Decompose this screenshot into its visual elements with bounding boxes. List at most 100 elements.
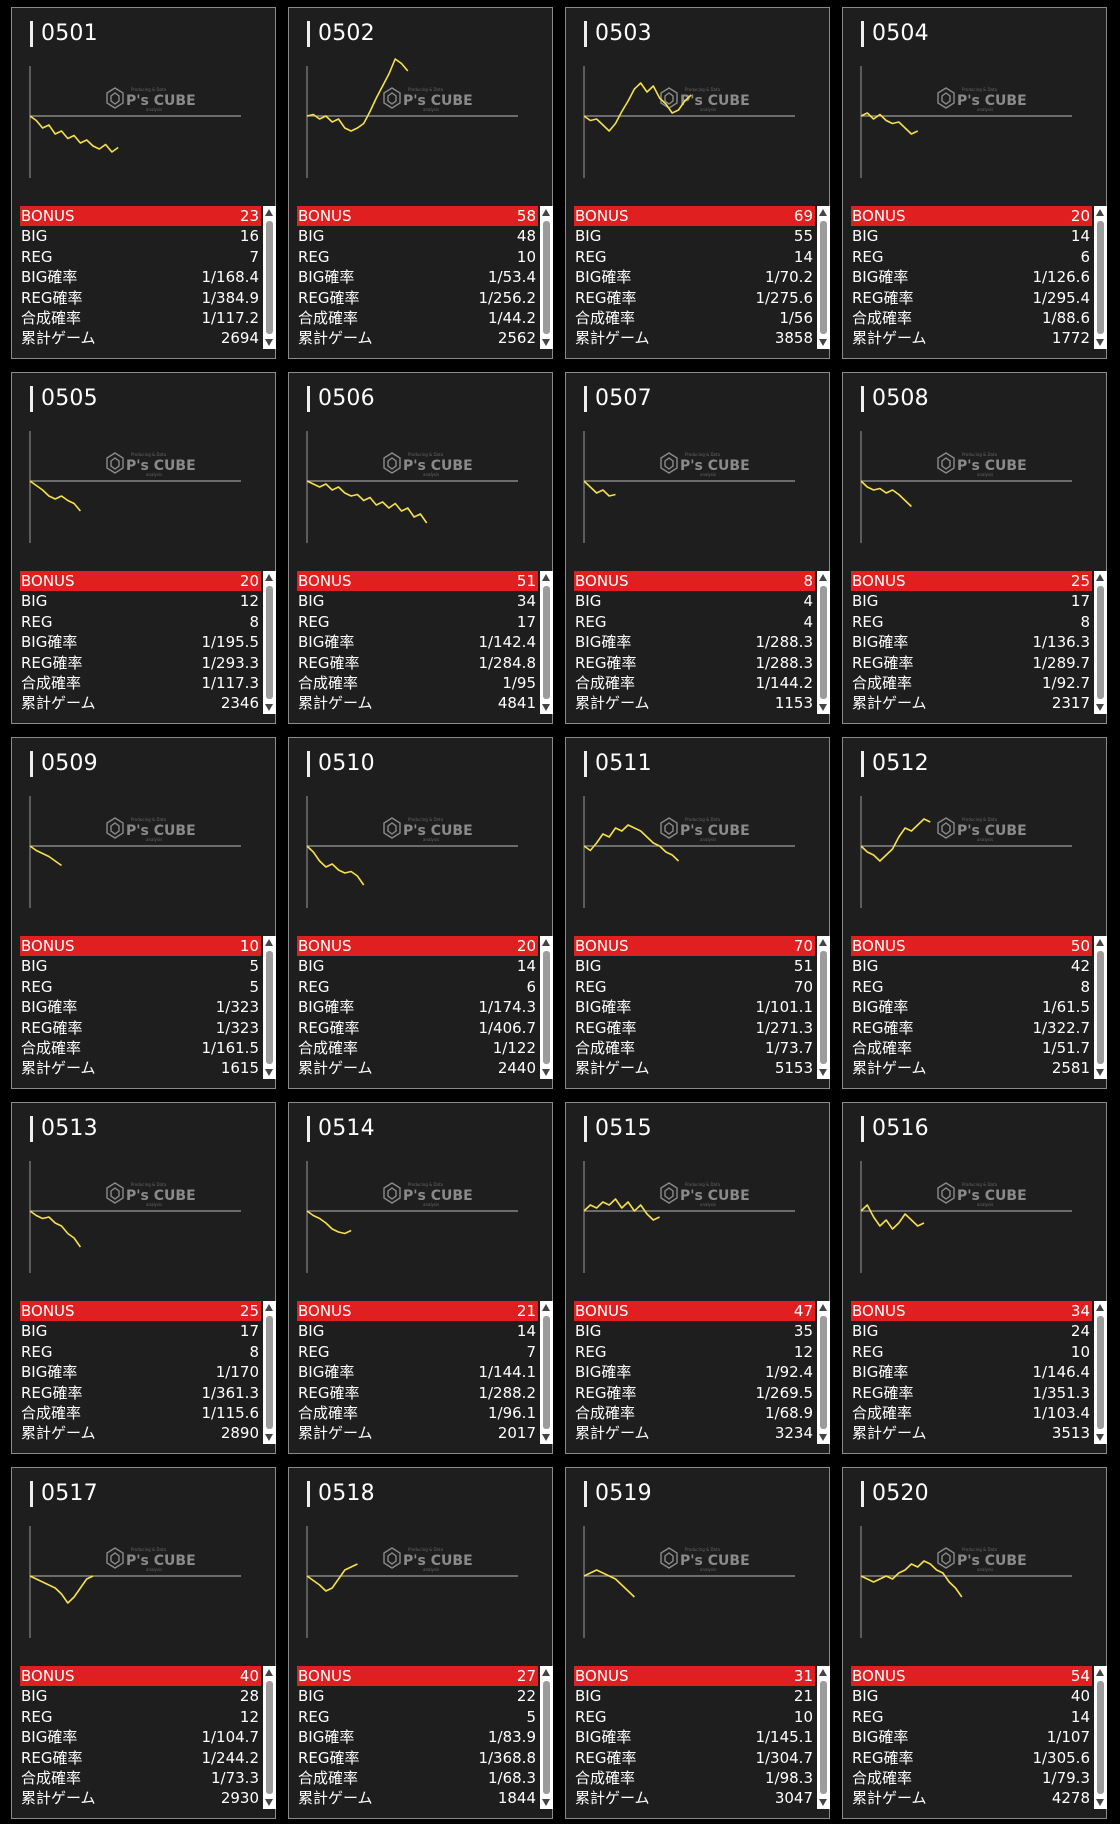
- scroll-up-arrow-icon[interactable]: [1096, 1669, 1104, 1676]
- scroll-down-arrow-icon[interactable]: [1096, 704, 1104, 711]
- scroll-down-arrow-icon[interactable]: [1096, 1799, 1104, 1806]
- scrollbar-thumb[interactable]: [820, 1316, 827, 1429]
- scroll-up-arrow-icon[interactable]: [542, 574, 550, 581]
- scroll-up-arrow-icon[interactable]: [265, 574, 273, 581]
- stats-scrollbar[interactable]: [817, 571, 830, 714]
- stats-scrollbar[interactable]: [1094, 1666, 1107, 1809]
- stats-scrollbar[interactable]: [1094, 1301, 1107, 1444]
- scroll-down-arrow-icon[interactable]: [819, 1069, 827, 1076]
- stats-scrollbar[interactable]: [817, 1301, 830, 1444]
- scrollbar-thumb[interactable]: [543, 1681, 550, 1794]
- scrollbar-thumb[interactable]: [1097, 586, 1104, 699]
- scroll-down-arrow-icon[interactable]: [265, 1069, 273, 1076]
- scroll-down-arrow-icon[interactable]: [542, 704, 550, 711]
- scroll-up-arrow-icon[interactable]: [1096, 209, 1104, 216]
- machine-card-0504[interactable]: 0504 P's CUBE Producing & Data analysis …: [842, 7, 1107, 359]
- scroll-down-arrow-icon[interactable]: [265, 704, 273, 711]
- scrollbar-thumb[interactable]: [266, 1316, 273, 1429]
- scroll-down-arrow-icon[interactable]: [819, 1434, 827, 1441]
- stats-scrollbar[interactable]: [263, 936, 276, 1079]
- scrollbar-thumb[interactable]: [1097, 951, 1104, 1064]
- stats-scrollbar[interactable]: [263, 1666, 276, 1809]
- machine-card-0510[interactable]: 0510 P's CUBE Producing & Data analysis …: [288, 737, 553, 1089]
- scroll-up-arrow-icon[interactable]: [265, 209, 273, 216]
- stats-scrollbar[interactable]: [817, 206, 830, 349]
- scroll-down-arrow-icon[interactable]: [542, 1434, 550, 1441]
- machine-card-0506[interactable]: 0506 P's CUBE Producing & Data analysis …: [288, 372, 553, 724]
- scrollbar-thumb[interactable]: [1097, 1681, 1104, 1794]
- stats-scrollbar[interactable]: [1094, 206, 1107, 349]
- scrollbar-thumb[interactable]: [820, 221, 827, 334]
- scrollbar-thumb[interactable]: [543, 951, 550, 1064]
- machine-card-0502[interactable]: 0502 P's CUBE Producing & Data analysis …: [288, 7, 553, 359]
- scrollbar-thumb[interactable]: [820, 951, 827, 1064]
- machine-card-0503[interactable]: 0503 P's CUBE Producing & Data analysis …: [565, 7, 830, 359]
- machine-card-0518[interactable]: 0518 P's CUBE Producing & Data analysis …: [288, 1467, 553, 1819]
- scroll-up-arrow-icon[interactable]: [542, 209, 550, 216]
- stats-scrollbar[interactable]: [817, 936, 830, 1079]
- stats-scrollbar[interactable]: [540, 206, 553, 349]
- stats-scrollbar[interactable]: [1094, 936, 1107, 1079]
- stats-scrollbar[interactable]: [540, 1666, 553, 1809]
- scroll-down-arrow-icon[interactable]: [1096, 1069, 1104, 1076]
- scroll-up-arrow-icon[interactable]: [819, 939, 827, 946]
- scrollbar-thumb[interactable]: [266, 586, 273, 699]
- machine-card-0501[interactable]: 0501 P's CUBE Producing & Data analysis …: [11, 7, 276, 359]
- scroll-up-arrow-icon[interactable]: [542, 939, 550, 946]
- scroll-up-arrow-icon[interactable]: [819, 1669, 827, 1676]
- stats-scrollbar[interactable]: [263, 571, 276, 714]
- scrollbar-thumb[interactable]: [1097, 1316, 1104, 1429]
- machine-card-0507[interactable]: 0507 P's CUBE Producing & Data analysis …: [565, 372, 830, 724]
- stats-scrollbar[interactable]: [540, 571, 553, 714]
- scroll-up-arrow-icon[interactable]: [265, 1304, 273, 1311]
- scroll-down-arrow-icon[interactable]: [265, 1434, 273, 1441]
- machine-card-0519[interactable]: 0519 P's CUBE Producing & Data analysis …: [565, 1467, 830, 1819]
- stats-scrollbar[interactable]: [1094, 571, 1107, 714]
- machine-card-0505[interactable]: 0505 P's CUBE Producing & Data analysis …: [11, 372, 276, 724]
- scroll-down-arrow-icon[interactable]: [1096, 1434, 1104, 1441]
- stats-scrollbar[interactable]: [540, 1301, 553, 1444]
- stats-scrollbar[interactable]: [817, 1666, 830, 1809]
- scrollbar-thumb[interactable]: [266, 951, 273, 1064]
- scroll-up-arrow-icon[interactable]: [1096, 939, 1104, 946]
- scroll-down-arrow-icon[interactable]: [542, 339, 550, 346]
- scrollbar-thumb[interactable]: [543, 221, 550, 334]
- machine-card-0515[interactable]: 0515 P's CUBE Producing & Data analysis …: [565, 1102, 830, 1454]
- scroll-down-arrow-icon[interactable]: [542, 1069, 550, 1076]
- scrollbar-thumb[interactable]: [266, 1681, 273, 1794]
- scroll-down-arrow-icon[interactable]: [265, 1799, 273, 1806]
- scroll-up-arrow-icon[interactable]: [265, 939, 273, 946]
- scroll-up-arrow-icon[interactable]: [1096, 1304, 1104, 1311]
- scroll-down-arrow-icon[interactable]: [819, 1799, 827, 1806]
- machine-card-0511[interactable]: 0511 P's CUBE Producing & Data analysis …: [565, 737, 830, 1089]
- scroll-down-arrow-icon[interactable]: [819, 704, 827, 711]
- scrollbar-thumb[interactable]: [543, 586, 550, 699]
- stats-scrollbar[interactable]: [263, 1301, 276, 1444]
- machine-card-0513[interactable]: 0513 P's CUBE Producing & Data analysis …: [11, 1102, 276, 1454]
- scroll-down-arrow-icon[interactable]: [542, 1799, 550, 1806]
- machine-card-0516[interactable]: 0516 P's CUBE Producing & Data analysis …: [842, 1102, 1107, 1454]
- scroll-down-arrow-icon[interactable]: [265, 339, 273, 346]
- machine-card-0509[interactable]: 0509 P's CUBE Producing & Data analysis …: [11, 737, 276, 1089]
- scroll-up-arrow-icon[interactable]: [265, 1669, 273, 1676]
- scroll-up-arrow-icon[interactable]: [819, 574, 827, 581]
- machine-card-0514[interactable]: 0514 P's CUBE Producing & Data analysis …: [288, 1102, 553, 1454]
- scrollbar-thumb[interactable]: [266, 221, 273, 334]
- stats-scrollbar[interactable]: [540, 936, 553, 1079]
- machine-card-0512[interactable]: 0512 P's CUBE Producing & Data analysis …: [842, 737, 1107, 1089]
- scrollbar-thumb[interactable]: [820, 1681, 827, 1794]
- machine-card-0520[interactable]: 0520 P's CUBE Producing & Data analysis …: [842, 1467, 1107, 1819]
- scrollbar-thumb[interactable]: [543, 1316, 550, 1429]
- machine-card-0508[interactable]: 0508 P's CUBE Producing & Data analysis …: [842, 372, 1107, 724]
- scroll-up-arrow-icon[interactable]: [819, 1304, 827, 1311]
- scroll-up-arrow-icon[interactable]: [1096, 574, 1104, 581]
- stats-scrollbar[interactable]: [263, 206, 276, 349]
- machine-card-0517[interactable]: 0517 P's CUBE Producing & Data analysis …: [11, 1467, 276, 1819]
- scroll-up-arrow-icon[interactable]: [542, 1669, 550, 1676]
- scroll-down-arrow-icon[interactable]: [1096, 339, 1104, 346]
- scroll-up-arrow-icon[interactable]: [819, 209, 827, 216]
- scroll-up-arrow-icon[interactable]: [542, 1304, 550, 1311]
- scrollbar-thumb[interactable]: [820, 586, 827, 699]
- scrollbar-thumb[interactable]: [1097, 221, 1104, 334]
- scroll-down-arrow-icon[interactable]: [819, 339, 827, 346]
